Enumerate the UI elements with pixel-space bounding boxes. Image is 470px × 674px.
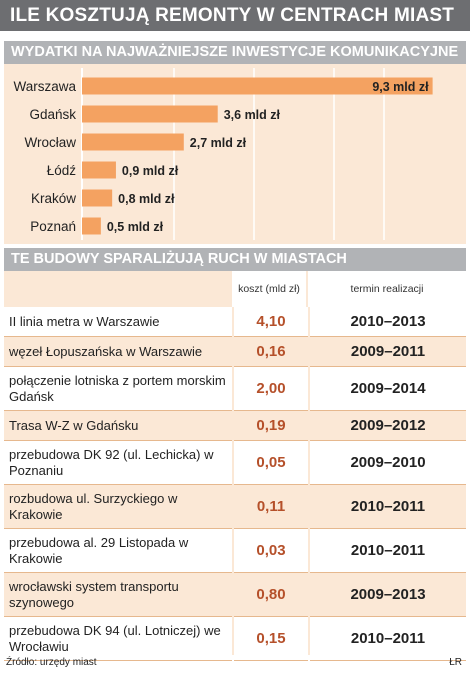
project-name: II linia metra w Warszawie: [4, 307, 232, 337]
project-cost: 0,16: [234, 337, 308, 367]
value-label: 3,6 mld zł: [224, 108, 281, 122]
project-name: Trasa W-Z w Gdańsku: [4, 411, 232, 441]
table-row: węzeł Łopuszańska w Warszawie 0,16 2009–20…: [4, 337, 466, 367]
project-name: rozbudowa ul. Surzyckiego w Krakowie: [4, 485, 232, 529]
project-term: 2010–2011: [310, 529, 466, 573]
project-name: wrocławski system transportu szynowego: [4, 573, 232, 617]
value-label: 2,7 mld zł: [190, 136, 247, 150]
project-name: przebudowa DK 94 (ul. Lotniczej) we Wroc…: [4, 617, 232, 661]
category-label: Poznań: [30, 219, 76, 234]
table-header-blank: [4, 271, 232, 307]
table-row: rozbudowa ul. Surzyckiego w Krakowie 0,11…: [4, 485, 466, 529]
category-label: Kraków: [31, 191, 76, 206]
bar: [82, 133, 184, 151]
project-term: 2009–2012: [310, 411, 466, 441]
table-header-term: termin realizacji: [308, 271, 466, 307]
value-label: 0,8 mld zł: [118, 192, 175, 206]
project-term: 2009–2010: [310, 441, 466, 485]
table-section-title: TE BUDOWY SPARALIŻUJĄ RUCH W MIASTACH: [4, 248, 466, 271]
value-label: 9,3 mld zł: [372, 80, 429, 94]
value-label: 0,9 mld zł: [122, 164, 179, 178]
table-row: Trasa W-Z w Gdańsku 0,19 2009–2012: [4, 411, 466, 441]
table-row: wrocławski system transportu szynowego 0,…: [4, 573, 466, 617]
table-row: przebudowa al. 29 Listopada w Krakowie 0,…: [4, 529, 466, 573]
category-label: Wrocław: [24, 135, 76, 150]
source-note: Źródło: urzędy miast: [6, 657, 97, 668]
project-term: 2009–2014: [310, 367, 466, 411]
category-label: Łódź: [47, 163, 77, 178]
main-title: ILE KOSZTUJĄ REMONTY W CENTRACH MIAST: [0, 0, 470, 31]
bar: [82, 161, 116, 179]
chart-panel: WYDATKI NA NAJWAŻNIEJSZE INWESTYCJE KOMU…: [4, 41, 466, 244]
project-cost: 2,00: [234, 367, 308, 411]
bar-chart: Warszawa 9,3 mld zł Gdańsk 3,6 mld zł Wrocła…: [13, 68, 433, 240]
value-label: 0,5 mld zł: [107, 220, 164, 234]
table-row: przebudowa DK 92 (ul. Lechicka) w Poznan…: [4, 441, 466, 485]
credit-note: ŁR: [449, 657, 462, 668]
bar: [82, 189, 113, 207]
category-label: Gdańsk: [29, 107, 76, 122]
bar: [82, 77, 433, 95]
project-term: 2009–2011: [310, 337, 466, 367]
project-term: 2009–2013: [310, 573, 466, 617]
project-name: przebudowa DK 92 (ul. Lechicka) w Poznan…: [4, 441, 232, 485]
table-header-cost: koszt (mld zł): [232, 271, 308, 307]
project-term: 2010–2013: [310, 307, 466, 337]
project-cost: 0,05: [234, 441, 308, 485]
project-cost: 0,03: [234, 529, 308, 573]
project-name: węzeł Łopuszańska w Warszawie: [4, 337, 232, 367]
bar: [82, 105, 218, 123]
project-term: 2010–2011: [310, 485, 466, 529]
project-term: 2010–2011: [310, 617, 466, 661]
table-row: przebudowa DK 94 (ul. Lotniczej) we Wroc…: [4, 617, 466, 661]
category-label: Warszawa: [13, 79, 76, 94]
project-cost: 4,10: [234, 307, 308, 337]
table-panel: TE BUDOWY SPARALIŻUJĄ RUCH W MIASTACH ko…: [4, 248, 466, 661]
project-cost: 0,19: [234, 411, 308, 441]
project-cost: 0,80: [234, 573, 308, 617]
table-row: połączenie lotniska z portem morskim Gda…: [4, 367, 466, 411]
table-row: II linia metra w Warszawie 4,10 2010–2013: [4, 307, 466, 337]
project-cost: 0,11: [234, 485, 308, 529]
chart-section-title: WYDATKI NA NAJWAŻNIEJSZE INWESTYCJE KOMU…: [4, 41, 466, 64]
project-name: połączenie lotniska z portem morskim Gda…: [4, 367, 232, 411]
bar: [82, 217, 101, 235]
project-name: przebudowa al. 29 Listopada w Krakowie: [4, 529, 232, 573]
project-cost: 0,15: [234, 617, 308, 661]
